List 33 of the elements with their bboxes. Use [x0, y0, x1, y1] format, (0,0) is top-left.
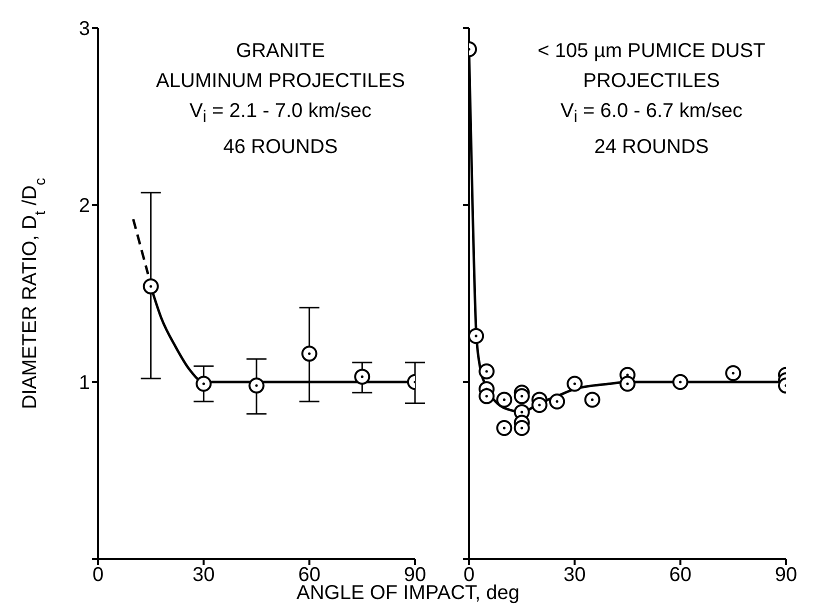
point [478, 388, 495, 404]
annotation: GRANITE [235, 39, 326, 64]
point [531, 397, 548, 414]
point [620, 376, 636, 392]
point [142, 278, 159, 294]
x-tick-label: 30 [564, 564, 586, 586]
annotation: ALUMINUM PROJECTILES [155, 69, 406, 94]
point [566, 376, 583, 392]
x-tick-label: 30 [192, 564, 215, 586]
x-tick-label: 90 [774, 564, 798, 586]
annotation: 46 ROUNDS [222, 135, 339, 160]
point [514, 420, 530, 436]
y-tick-label: 2 [78, 195, 90, 218]
point [514, 388, 530, 404]
annotation: V$_{i}$ = 6.0 - 6.7 km/sec [559, 99, 744, 128]
x-tick-label: 0 [92, 564, 104, 586]
point [496, 420, 512, 436]
point [549, 393, 566, 410]
point [301, 346, 318, 362]
x-tick-label: 60 [669, 564, 692, 586]
annotation: 24 ROUNDS [593, 135, 710, 160]
point [496, 392, 512, 408]
point [248, 378, 264, 394]
annotation: V$_{i}$ = 2.1 - 7.0 km/sec [188, 99, 373, 128]
y-tick-label: 3 [78, 18, 90, 40]
point [196, 376, 212, 392]
y-tick-label: 1 [78, 372, 90, 394]
point [354, 368, 370, 385]
annotation: < 105 µm PUMICE DUST [536, 39, 766, 64]
annotation: PROJECTILES [582, 69, 721, 94]
point [478, 363, 495, 380]
point [469, 328, 484, 344]
point [584, 392, 600, 408]
